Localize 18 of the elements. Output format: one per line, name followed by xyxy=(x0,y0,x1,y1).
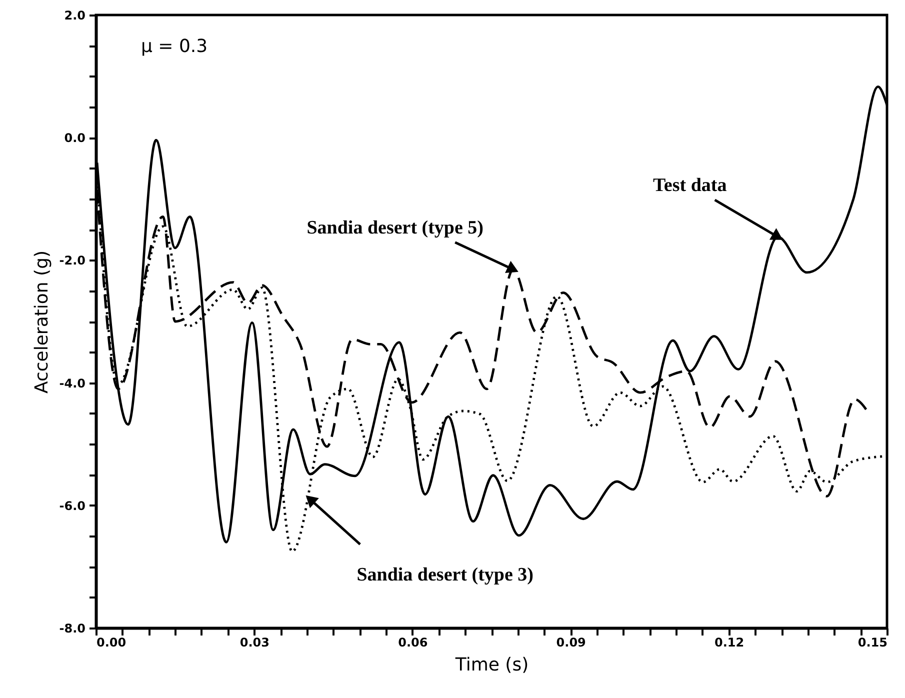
x-axis-title: Time (s) xyxy=(454,654,529,676)
x-tick-label: 0.03 xyxy=(240,636,270,650)
y-tick-label: -4.0 xyxy=(59,376,86,390)
annotation: Test data xyxy=(652,174,728,196)
y-tick-label: -6.0 xyxy=(59,498,86,513)
y-axis-title: Acceleration (g) xyxy=(31,250,52,394)
y-tick-label: -2.0 xyxy=(59,254,86,268)
y-tick-label: 0.0 xyxy=(64,131,86,146)
x-tick-label: 0.06 xyxy=(398,636,428,650)
x-tick-label: 0.12 xyxy=(714,636,744,650)
y-tick-label: -8.0 xyxy=(59,622,86,636)
x-tick-label: 0.09 xyxy=(556,636,586,650)
y-tick-label: 2.0 xyxy=(64,8,86,22)
annotation: Sandia desert (type 5) xyxy=(306,217,484,238)
x-tick-label: 0.15 xyxy=(858,636,888,650)
annotation: μ = 0.3 xyxy=(141,36,208,57)
annotation: Sandia desert (type 3) xyxy=(356,564,534,586)
x-tick-label: 0.00 xyxy=(96,636,126,650)
